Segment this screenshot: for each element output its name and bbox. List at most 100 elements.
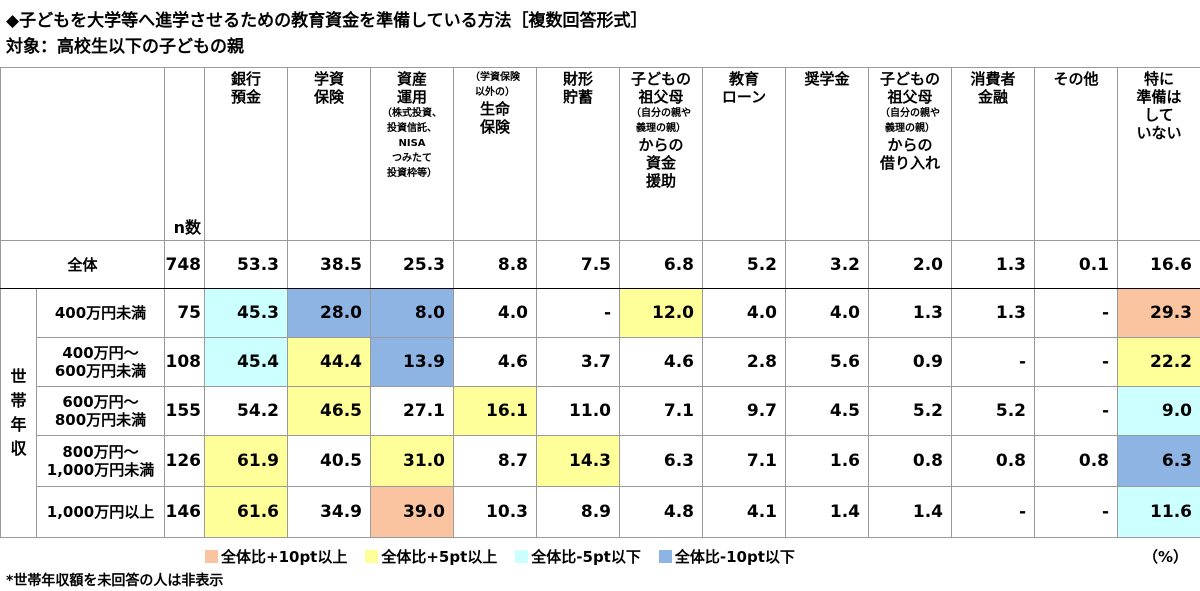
unit-label: （%） — [1142, 548, 1188, 566]
header-note-line: 投資枠等） — [387, 168, 437, 179]
legend-item: 全体比+10pt以上 — [205, 546, 347, 567]
header-line: 貯蓄 — [562, 88, 593, 106]
row-label-line: 400万円～ — [62, 344, 139, 362]
header-note-line: 義理の親） — [885, 123, 935, 134]
value-cell: 4.0 — [785, 288, 869, 338]
value-cell: 3.7 — [536, 337, 620, 387]
value-cell: 9.0 — [1117, 386, 1200, 436]
value-cell: 0.8 — [951, 435, 1035, 487]
total-value-cell: 2.0 — [868, 240, 952, 289]
header-line: 金融 — [977, 88, 1008, 106]
value-cell: 27.1 — [370, 386, 454, 436]
column-header: 消費者 金融 — [951, 67, 1035, 241]
legend-swatch — [205, 549, 218, 563]
value-cell: 45.4 — [204, 337, 288, 387]
value-cell: 44.4 — [287, 337, 371, 387]
row-n: 126 — [164, 435, 205, 487]
value-cell: 1.4 — [785, 486, 869, 538]
legend-swatch — [365, 549, 379, 563]
value-cell: 1.6 — [785, 435, 869, 487]
header-note-line: （学資保険 — [470, 72, 520, 83]
row-label: 400万円～ 600万円未満 — [36, 337, 165, 387]
header-line: からの — [638, 136, 684, 154]
total-value-cell: 25.3 — [370, 240, 454, 289]
total-value-cell: 0.1 — [1034, 240, 1118, 289]
total-value-cell: 1.3 — [951, 240, 1035, 289]
row-label-line: 800万円～ — [62, 443, 139, 461]
header-line: からの — [887, 136, 933, 154]
table-row: 世帯年収 400万円未満 75 45.3 28.0 8.0 4.0-12.0 4.0 4.0 1.… — [0, 288, 1200, 538]
row-n: 146 — [164, 486, 205, 538]
header-line: 準備は — [1136, 88, 1182, 106]
column-header: その他 — [1034, 67, 1118, 241]
row-n: 75 — [164, 288, 205, 338]
value-cell: 8.0 — [370, 288, 454, 338]
value-cell: 4.6 — [619, 337, 703, 387]
header-line: して — [1144, 106, 1174, 124]
legend-item: 全体比-10pt以下 — [658, 546, 795, 567]
value-cell: 10.3 — [453, 486, 537, 538]
value-cell: 0.9 — [868, 337, 952, 387]
value-cell: - — [536, 288, 620, 338]
survey-table: n数 銀行 預金 学資 保険 資産 運用 （株式投資、 投資信託、 NISA つみたて 投資枠等） （学… — [0, 67, 1200, 538]
row-label-line: 800万円未満 — [54, 411, 147, 429]
column-header: 子どもの 祖父母 （自分の親や 義理の親） からの 資金 援助 — [619, 67, 703, 241]
total-n: 748 — [164, 240, 205, 289]
table-row: 1,000万円以上 146 61.6 34.9 39.0 10.3 8.9 4.8 4.1 1.4… — [1, 486, 1200, 538]
value-cell: 5.2 — [951, 386, 1035, 436]
value-cell: 9.7 — [702, 386, 786, 436]
row-label-line: 600万円未満 — [54, 362, 147, 380]
n-header: n数 — [164, 67, 205, 241]
value-cell: 22.2 — [1117, 337, 1200, 387]
header-note-line: 投資信託、 — [387, 123, 437, 134]
value-cell: 14.3 — [536, 435, 620, 487]
header-line: 消費者 — [970, 70, 1016, 88]
header-line: 保険 — [313, 88, 344, 106]
column-header: （学資保険 以外の） 生命 保険 — [453, 67, 537, 241]
value-cell: - — [1034, 386, 1118, 436]
value-cell: 0.8 — [1034, 435, 1118, 487]
group-label-char: 世 — [10, 367, 27, 386]
total-value-cell: 5.2 — [702, 240, 786, 289]
value-cell: 54.2 — [204, 386, 288, 436]
footnote: *世帯年収額を未回答の人は非表示 — [6, 573, 224, 589]
header-line: 財形 — [562, 70, 593, 88]
table-row: 800万円～ 1,000万円未満 126 61.9 40.5 31.0 8.7 14.3 6.3… — [1, 435, 1200, 487]
value-cell: 7.1 — [702, 435, 786, 487]
legend-swatch — [658, 549, 672, 563]
value-cell: 8.7 — [453, 435, 537, 487]
header-line: いない — [1136, 124, 1182, 142]
header-line: 保険 — [479, 118, 510, 136]
header-note-line: （株式投資、 — [382, 108, 442, 119]
table-title: ◆子どもを大学等へ進学させるための教育資金を準備している方法［複数回答形式］ — [6, 11, 648, 31]
row-label: 400万円未満 — [36, 288, 165, 338]
value-cell: - — [951, 337, 1035, 387]
value-cell: 40.5 — [287, 435, 371, 487]
total-row: 全体 748 53.3 38.5 25.3 8.8 7.5 6.8 5.2 3.2 2.0 1.3 0.… — [0, 240, 1200, 289]
table-row: 400万円～ 600万円未満 108 45.4 44.4 13.9 4.6 3.7 4.6 2.8… — [1, 337, 1200, 387]
total-value-cell: 7.5 — [536, 240, 620, 289]
group-label-char: 収 — [10, 439, 27, 458]
total-value-cell: 53.3 — [204, 240, 288, 289]
row-label: 600万円～ 800万円未満 — [36, 386, 165, 436]
value-cell: 13.9 — [370, 337, 454, 387]
header-line: 特に — [1143, 70, 1174, 88]
group-label-char: 帯 — [10, 391, 27, 410]
value-cell: 4.6 — [453, 337, 537, 387]
value-cell: 28.0 — [287, 288, 371, 338]
value-cell: 1.3 — [868, 288, 952, 338]
header-line: 資産 — [396, 70, 427, 88]
total-value-cell: 6.8 — [619, 240, 703, 289]
row-label: 800万円～ 1,000万円未満 — [36, 435, 165, 487]
header-note-line: 以外の） — [475, 87, 515, 98]
value-cell: 4.1 — [702, 486, 786, 538]
column-header: 教育 ローン — [702, 67, 786, 241]
value-cell: 4.5 — [785, 386, 869, 436]
value-cell: 46.5 — [287, 386, 371, 436]
value-cell: 8.9 — [536, 486, 620, 538]
header-row: n数 銀行 預金 学資 保険 資産 運用 （株式投資、 投資信託、 NISA つみたて 投資枠等） （学… — [0, 67, 1200, 241]
header-note-line: NISA — [398, 138, 426, 149]
value-cell: - — [1034, 486, 1118, 538]
value-cell: 39.0 — [370, 486, 454, 538]
header-note-line: （自分の親や — [880, 108, 940, 119]
